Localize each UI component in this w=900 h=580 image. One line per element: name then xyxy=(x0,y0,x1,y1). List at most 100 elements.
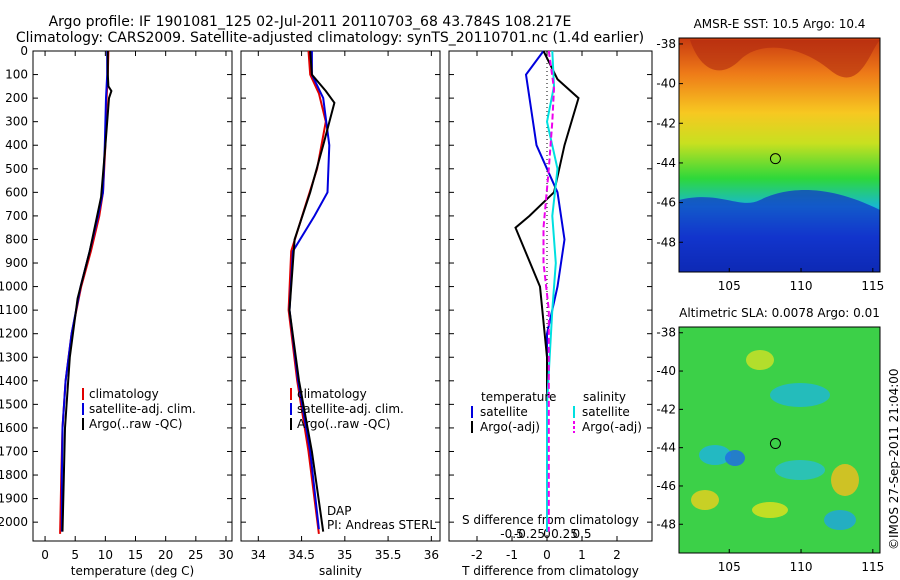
sla-anomaly-7 xyxy=(824,510,856,530)
legend-label: Argo(..raw -QC) xyxy=(297,417,390,431)
y-tick-label: 1600 xyxy=(0,421,28,435)
y-tick-label: 600 xyxy=(5,185,28,199)
legend-label: climatology xyxy=(297,387,367,401)
y-tick-label: 1300 xyxy=(0,350,28,364)
legend-label: Argo(..raw -QC) xyxy=(89,417,182,431)
plot-frame-temp xyxy=(32,50,233,542)
legend-label: satellite-adj. clim. xyxy=(89,402,196,416)
map-y-tick-label: -40 xyxy=(656,77,676,91)
map-x-tick-label: 105 xyxy=(718,560,741,574)
x-tick-label: 0 xyxy=(543,548,551,562)
y-tick-label: 800 xyxy=(5,232,28,246)
y-tick-label: 500 xyxy=(5,162,28,176)
x-tick-label: 35.5 xyxy=(375,548,402,562)
x-tick-label: 30 xyxy=(218,548,233,562)
sla-anomaly-5 xyxy=(691,490,719,510)
x-tick-label: -1 xyxy=(506,548,518,562)
y-tick-label: 2000 xyxy=(0,515,28,529)
x-tick-label: 0 xyxy=(41,548,49,562)
legend-label: satellite-adj. clim. xyxy=(297,402,404,416)
x-axis-label: salinity xyxy=(319,564,362,578)
sla-anomaly-8 xyxy=(746,350,774,370)
x2-tick-label: 0 xyxy=(543,527,551,541)
x2-tick-label: 0.5 xyxy=(572,527,591,541)
y-tick-label: 1200 xyxy=(0,327,28,341)
x-tick-label: 35 xyxy=(337,548,352,562)
map-y-tick-label: -44 xyxy=(656,441,676,455)
diff-legend-label: satellite xyxy=(582,405,630,419)
x-tick-label: 36 xyxy=(424,548,439,562)
series-line-sal-2 xyxy=(288,50,336,532)
x-tick-label: 34 xyxy=(251,548,266,562)
credit-pi: PI: Andreas STERL xyxy=(327,518,436,532)
x-axis-label: T difference from climatology xyxy=(461,564,639,578)
sst-cold-water xyxy=(679,190,880,272)
map-y-tick-label: -42 xyxy=(656,402,676,416)
diff-legend-label: Argo(-adj) xyxy=(582,420,642,434)
y-tick-label: 1700 xyxy=(0,444,28,458)
x-tick-label: -2 xyxy=(471,548,483,562)
plot-frame-diff xyxy=(448,50,653,542)
map-y-tick-label: -40 xyxy=(656,364,676,378)
sla-anomaly-4 xyxy=(752,502,788,518)
y-tick-label: 700 xyxy=(5,209,28,223)
map-y-tick-label: -48 xyxy=(656,517,676,531)
x-tick-label: 2 xyxy=(613,548,621,562)
sla-anomaly-2 xyxy=(775,460,825,480)
diff-legend-sal-head: salinity xyxy=(583,390,626,404)
diff-legend-label: Argo(-adj) xyxy=(480,420,540,434)
map-y-tick-label: -42 xyxy=(656,116,676,130)
series-line-diff-2 xyxy=(545,50,559,532)
map-y-tick-label: -48 xyxy=(656,235,676,249)
y-tick-label: 200 xyxy=(5,91,28,105)
y-tick-label: 1000 xyxy=(0,280,28,294)
sst-warm-water xyxy=(690,40,880,78)
y-tick-label: 900 xyxy=(5,256,28,270)
map-x-tick-label: 105 xyxy=(718,279,741,293)
x2-tick-label: -0.5 xyxy=(500,527,523,541)
y-tick-label: 1100 xyxy=(0,303,28,317)
map-x-tick-label: 115 xyxy=(861,279,884,293)
y-tick-label: 300 xyxy=(5,115,28,129)
map-frame xyxy=(678,37,881,273)
x-tick-label: 20 xyxy=(158,548,173,562)
map-y-tick-label: -44 xyxy=(656,156,676,170)
y-tick-label: 1500 xyxy=(0,397,28,411)
series-line-sal-1 xyxy=(288,51,331,530)
sla-anomaly-1 xyxy=(725,450,745,466)
series-line-diff-1 xyxy=(514,50,580,532)
series-line-diff-3 xyxy=(542,50,556,532)
map-x-tick-label: 115 xyxy=(861,560,884,574)
map-x-tick-label: 110 xyxy=(790,279,813,293)
diff-legend-label: satellite xyxy=(480,405,528,419)
map-title: AMSR-E SST: 10.5 Argo: 10.4 xyxy=(694,17,866,31)
diff-legend-temp-head: temperature xyxy=(481,390,556,404)
x-tick-label: 34.5 xyxy=(288,548,315,562)
credit-dap: DAP xyxy=(327,504,351,518)
y-tick-label: 1900 xyxy=(0,492,28,506)
x-tick-label: 15 xyxy=(128,548,143,562)
map-y-tick-label: -38 xyxy=(656,37,676,51)
figure-subtitle: Climatology: CARS2009. Satellite-adjuste… xyxy=(15,30,645,46)
x-tick-label: 1 xyxy=(578,548,586,562)
x2-tick-label: 0.25 xyxy=(551,527,578,541)
x2-axis-label: S difference from climatology xyxy=(462,513,639,527)
series-line-temp-2 xyxy=(61,51,113,532)
argo-location-marker xyxy=(769,153,781,165)
y-tick-label: 400 xyxy=(5,138,28,152)
map-title: Altimetric SLA: 0.0078 Argo: 0.01 xyxy=(679,306,880,320)
argo-location-marker xyxy=(769,438,781,450)
sla-anomaly-3 xyxy=(831,464,859,496)
map-x-tick-label: 110 xyxy=(790,560,813,574)
map-y-tick-label: -38 xyxy=(656,326,676,340)
sla-anomaly-6 xyxy=(770,383,830,407)
x-tick-label: 5 xyxy=(71,548,79,562)
map-frame xyxy=(678,326,881,554)
y-tick-label: 0 xyxy=(20,44,28,58)
plot-frame-sal xyxy=(240,50,441,542)
y-tick-label: 1800 xyxy=(0,468,28,482)
x-tick-label: 10 xyxy=(98,548,113,562)
figure-title: Argo profile: IF 1901081_125 02-Jul-2011… xyxy=(48,14,572,30)
x-tick-label: 25 xyxy=(188,548,203,562)
